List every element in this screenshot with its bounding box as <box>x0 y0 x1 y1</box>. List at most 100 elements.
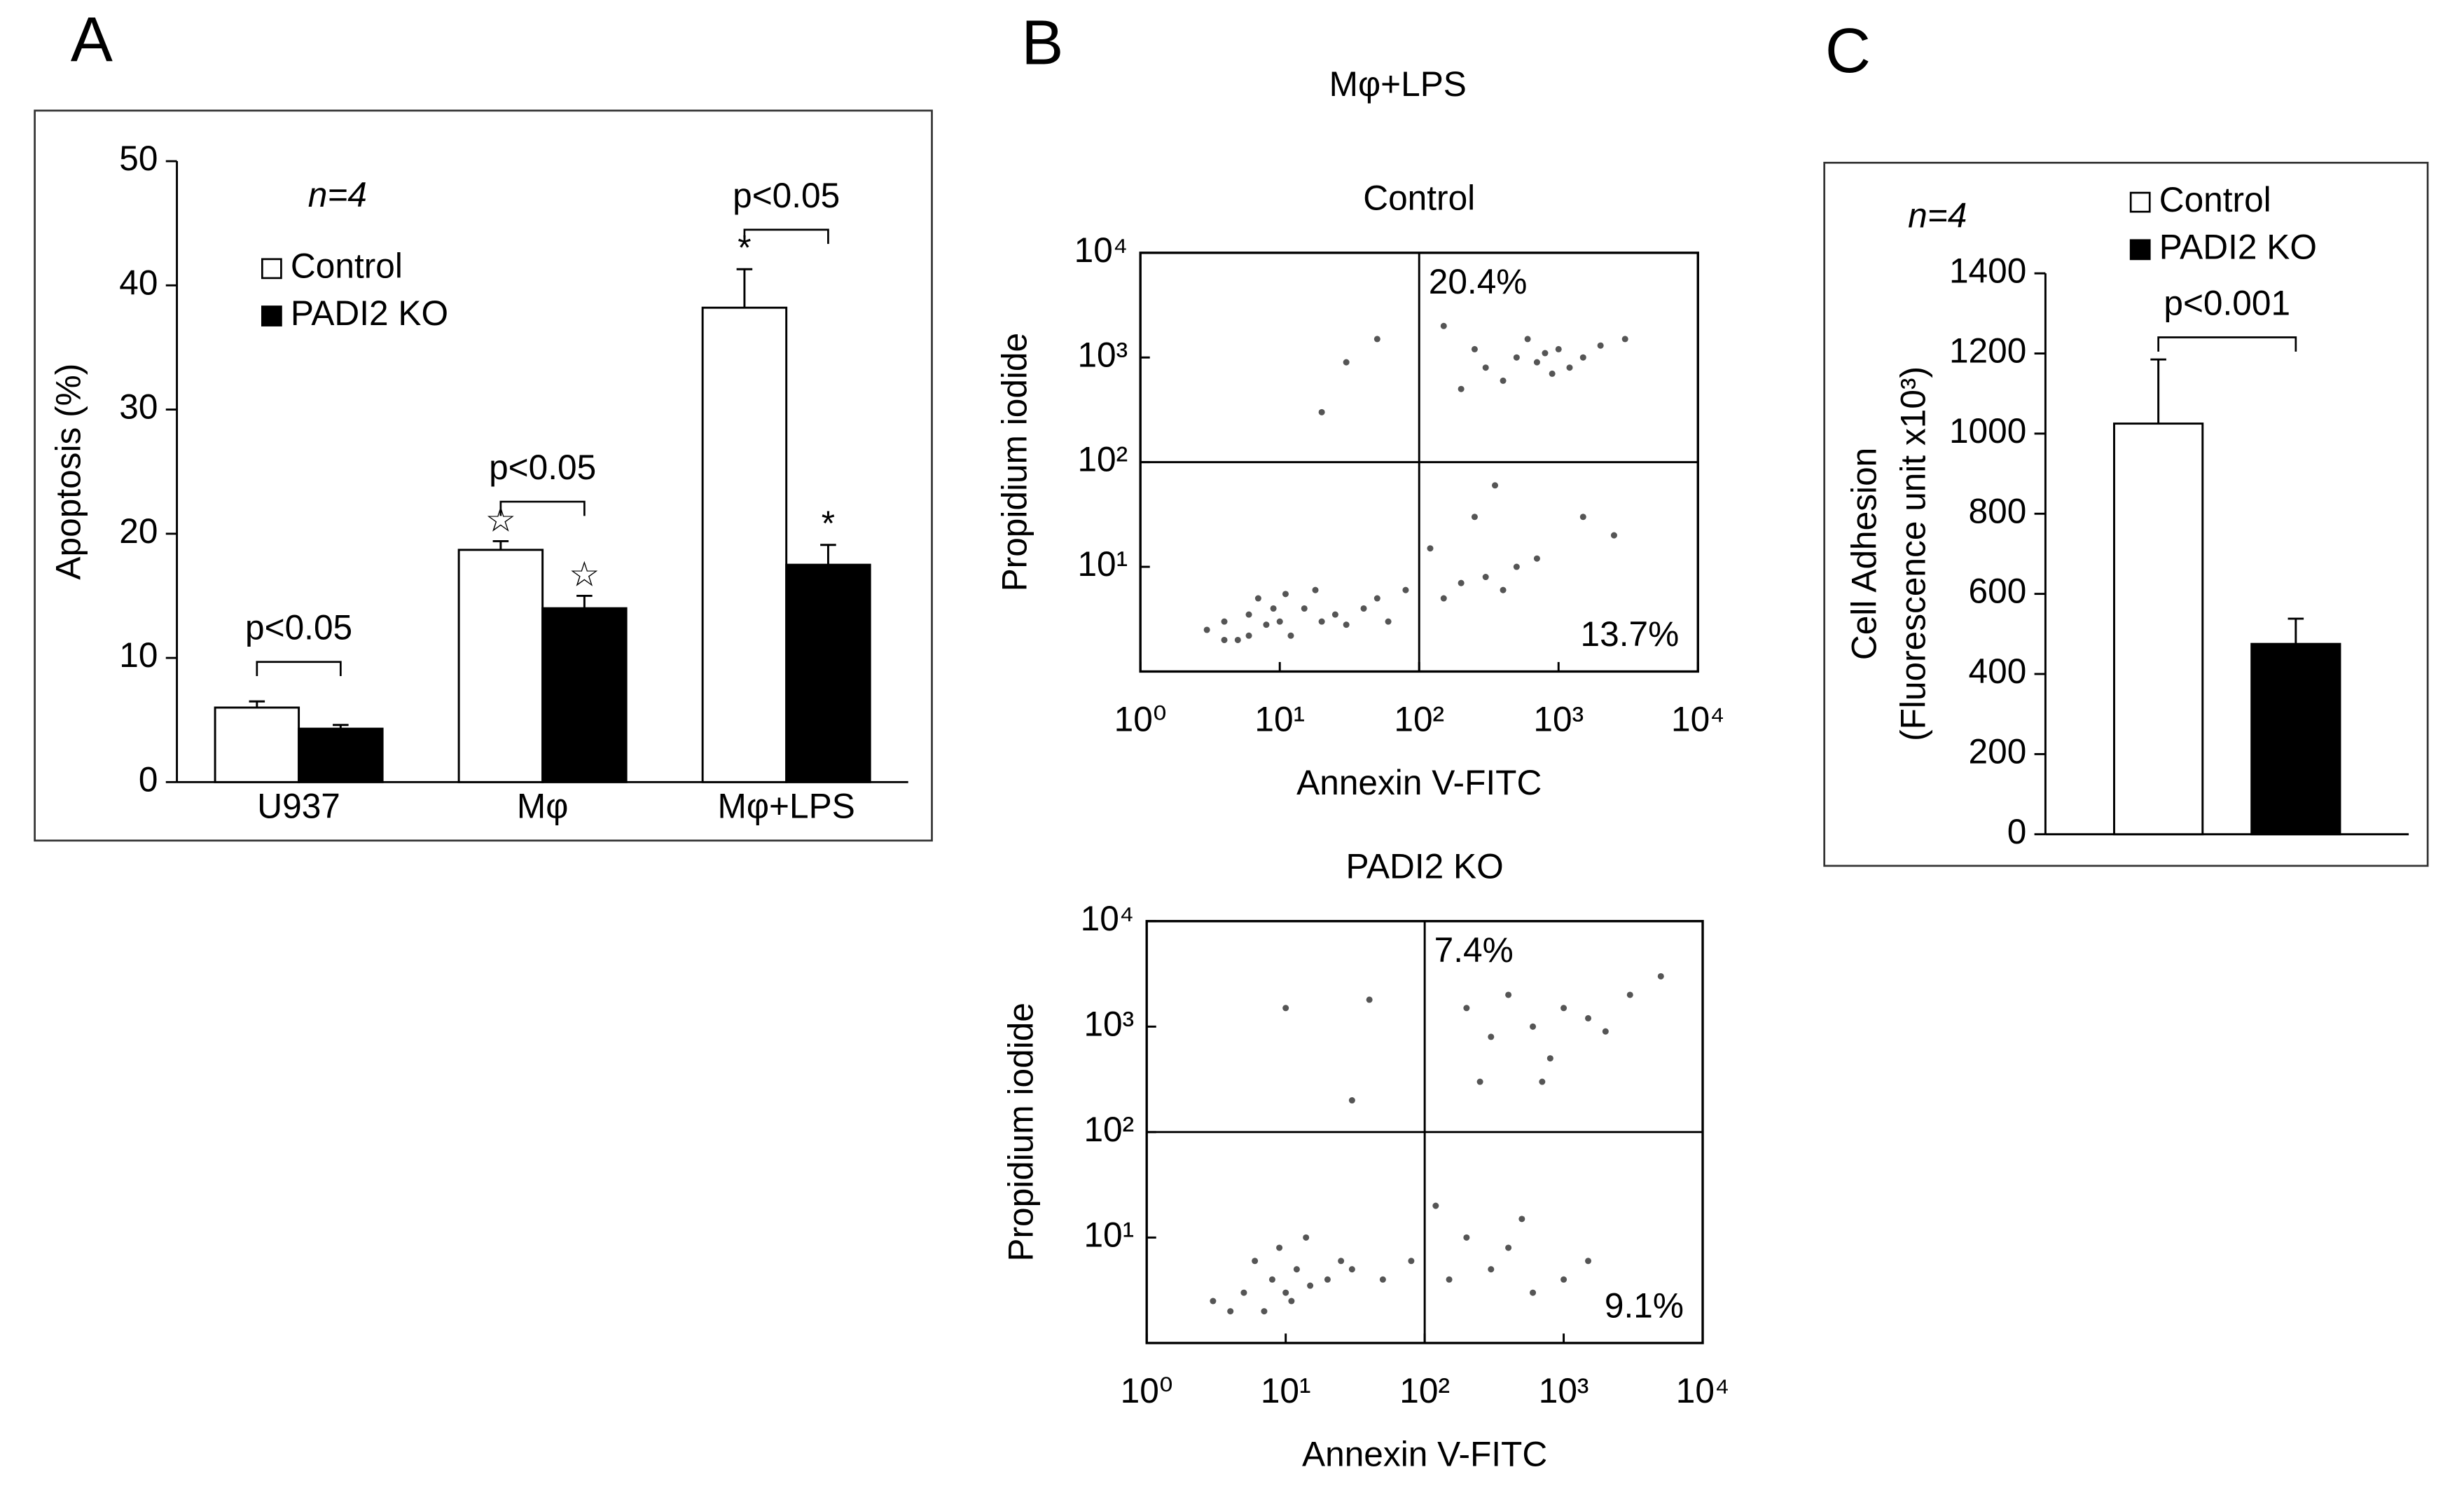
point <box>1331 611 1338 618</box>
point <box>1500 377 1507 384</box>
point <box>1348 1097 1355 1104</box>
point <box>1597 342 1604 349</box>
legend-label: Control <box>2159 180 2271 219</box>
legend-label: PADI2 KO <box>2159 227 2317 266</box>
point <box>1324 1276 1331 1283</box>
point <box>1440 322 1447 329</box>
point <box>1312 586 1319 593</box>
y-axis-label: (Fluorescence unit x10³) <box>1894 366 1933 741</box>
panel-frame <box>34 109 933 842</box>
x-tick-label: 10⁰ <box>1114 700 1167 739</box>
annotation: n=4 <box>1908 195 1967 235</box>
point <box>1203 626 1210 633</box>
point <box>1301 605 1308 612</box>
x-axis-label: Annexin V-FITC <box>1296 763 1542 802</box>
y-tick-label: 30 <box>119 387 158 427</box>
point <box>1427 545 1434 552</box>
y-tick-label: 600 <box>1969 572 2027 611</box>
x-tick-label: Mφ <box>517 787 568 826</box>
point <box>1513 563 1520 570</box>
point <box>1276 618 1283 625</box>
x-axis-label: Annexin V-FITC <box>1302 1434 1547 1473</box>
p-value-label: p<0.05 <box>489 448 596 487</box>
quadrant-label: 20.4% <box>1429 262 1528 301</box>
y-tick-label: 10 <box>119 635 158 675</box>
point <box>1343 359 1350 366</box>
y-tick-label: 0 <box>2007 812 2027 851</box>
point <box>1518 1216 1525 1223</box>
point <box>1476 1078 1483 1085</box>
point <box>1432 1202 1439 1209</box>
point <box>1560 1276 1567 1283</box>
point <box>1408 1258 1415 1265</box>
x-tick-label: 10⁴ <box>1671 700 1724 739</box>
point <box>1610 532 1617 539</box>
y-tick-label: 0 <box>139 759 158 799</box>
quadrant-label: 9.1% <box>1605 1286 1684 1325</box>
x-tick-label: 10³ <box>1539 1371 1589 1410</box>
point <box>1626 991 1633 998</box>
x-tick-label: 10³ <box>1533 700 1584 739</box>
point <box>1579 514 1586 521</box>
point <box>1513 354 1520 361</box>
point <box>1402 586 1409 593</box>
point <box>1240 1289 1247 1296</box>
point <box>1263 621 1270 628</box>
x-tick-label: 10⁰ <box>1121 1371 1173 1410</box>
x-tick-label: 10⁴ <box>1676 1371 1729 1410</box>
y-axis-label: Apoptosis (%) <box>49 364 88 580</box>
y-tick-label: 40 <box>119 263 158 302</box>
point <box>1221 618 1228 625</box>
point <box>1463 1005 1470 1012</box>
point <box>1282 591 1289 598</box>
y-tick-label: 10³ <box>1077 335 1128 374</box>
point <box>1482 364 1489 371</box>
point <box>1585 1258 1592 1265</box>
point <box>1276 1244 1283 1251</box>
point <box>1261 1308 1268 1315</box>
significance-bracket <box>256 661 342 677</box>
point <box>1549 370 1556 377</box>
point <box>1463 1234 1470 1241</box>
legend-label: Control <box>291 246 403 285</box>
bar <box>457 549 544 783</box>
x-tick-label: 10² <box>1394 700 1444 739</box>
y-tick-label: 400 <box>1969 652 2027 691</box>
y-tick-label: 1000 <box>1949 411 2026 450</box>
y-tick-label: 10¹ <box>1084 1215 1134 1254</box>
y-tick-label: 20 <box>119 511 158 551</box>
point <box>1234 636 1241 643</box>
supertitle: Mφ+LPS <box>1329 64 1467 104</box>
plot-title: PADI2 KO <box>1346 846 1504 886</box>
point <box>1458 385 1465 392</box>
significance-marker: * <box>738 228 751 267</box>
y-tick-label: 10⁴ <box>1081 899 1134 938</box>
bar <box>298 727 384 783</box>
point <box>1268 1276 1275 1283</box>
point <box>1579 354 1586 361</box>
point <box>1252 1258 1259 1265</box>
legend-swatch <box>261 305 282 326</box>
y-tick-label: 10² <box>1084 1110 1134 1149</box>
point <box>1488 1033 1495 1040</box>
point <box>1488 1266 1495 1273</box>
annotation: n=4 <box>308 175 367 214</box>
point <box>1546 1055 1553 1062</box>
point <box>1373 336 1380 343</box>
y-axis-label: Propidium iodide <box>995 333 1034 592</box>
y-tick-label: 1200 <box>1949 331 2026 371</box>
point <box>1318 408 1325 415</box>
x-tick-label: 10² <box>1399 1371 1450 1410</box>
panel-letter: A <box>71 4 113 75</box>
point <box>1471 514 1478 521</box>
point <box>1533 555 1540 562</box>
point <box>1318 618 1325 625</box>
x-tick-label: 10¹ <box>1254 700 1305 739</box>
point <box>1287 632 1294 639</box>
y-tick-label: 50 <box>119 139 158 178</box>
point <box>1373 595 1380 602</box>
x-tick-label: Mφ+LPS <box>718 787 855 826</box>
bar <box>701 306 788 783</box>
y-axis-label: Cell Adhesion <box>1845 448 1884 660</box>
point <box>1360 605 1367 612</box>
